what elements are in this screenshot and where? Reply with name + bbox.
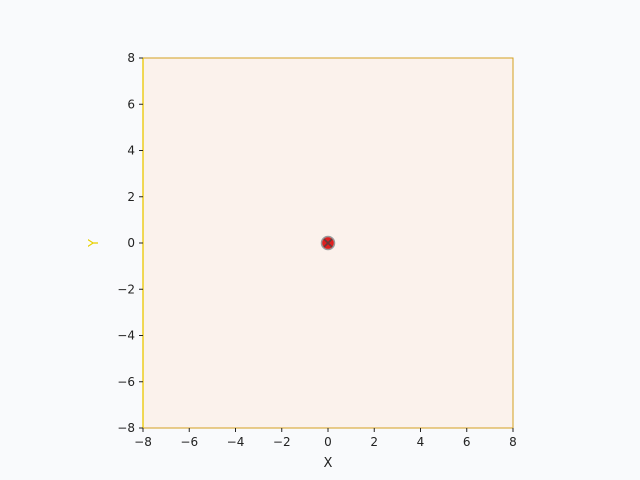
y-tick-label: −2 xyxy=(117,282,135,296)
y-tick-label: −8 xyxy=(117,421,135,435)
x-tick-label: −2 xyxy=(273,435,291,449)
x-tick-label: −4 xyxy=(227,435,245,449)
x-axis-label: X xyxy=(324,456,333,471)
data-points xyxy=(320,235,336,251)
y-ticks: −8 −6 −4 −2 0 2 4 6 8 xyxy=(117,51,143,435)
x-tick-label: 6 xyxy=(463,435,471,449)
x-tick-label: 4 xyxy=(417,435,425,449)
x-tick-label: 0 xyxy=(324,435,332,449)
data-point xyxy=(320,235,336,251)
y-tick-label: 2 xyxy=(127,190,135,204)
y-tick-label: 8 xyxy=(127,51,135,65)
x-tick-label: 8 xyxy=(509,435,517,449)
y-tick-label: −4 xyxy=(117,329,135,343)
y-tick-label: 6 xyxy=(127,97,135,111)
y-tick-label: 0 xyxy=(127,236,135,250)
x-tick-label: −8 xyxy=(134,435,152,449)
x-ticks: −8 −6 −4 −2 0 2 4 6 8 xyxy=(134,428,517,449)
y-axis-label: Y xyxy=(87,239,102,248)
x-tick-label: 2 xyxy=(370,435,378,449)
y-tick-label: −6 xyxy=(117,375,135,389)
y-tick-label: 4 xyxy=(127,144,135,158)
point-marker-cross xyxy=(323,238,333,248)
x-tick-label: −6 xyxy=(180,435,198,449)
